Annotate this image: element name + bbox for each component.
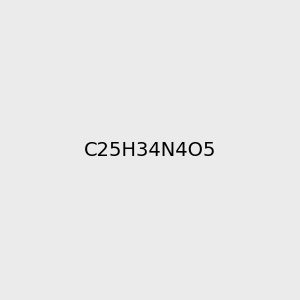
Text: C25H34N4O5: C25H34N4O5 bbox=[84, 140, 216, 160]
